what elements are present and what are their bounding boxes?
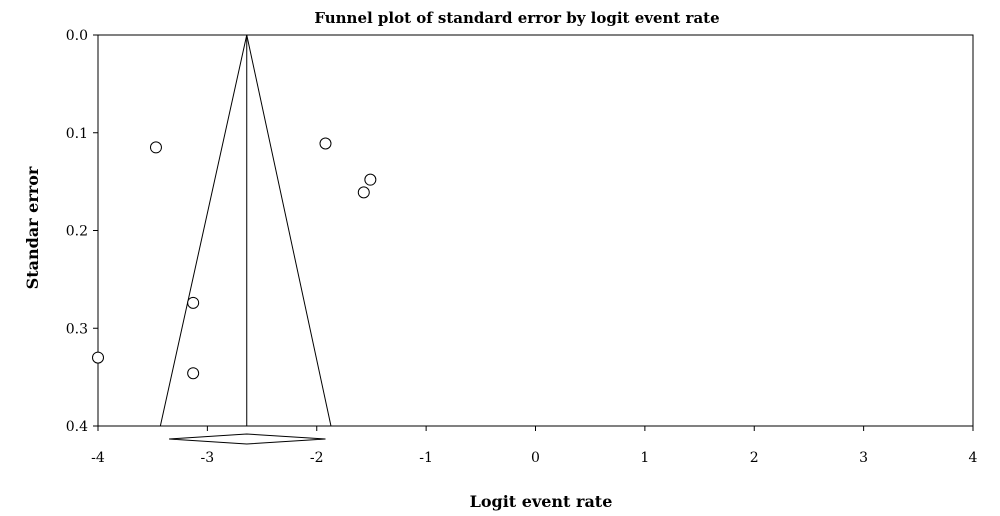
y-tick-label: 0.4: [66, 419, 88, 435]
study-point: [319, 137, 332, 150]
study-point: [364, 173, 377, 186]
x-axis-label: Logit event rate: [470, 492, 613, 511]
y-tick-label: 0.3: [66, 321, 88, 337]
study-point: [357, 186, 370, 199]
x-tick-label: 0: [531, 450, 540, 466]
x-axis: -4 -3 -2 -1 0 1 2 3 4: [91, 426, 978, 466]
y-tick-label: 0.2: [66, 224, 88, 240]
x-tick-label: -2: [310, 450, 324, 466]
plot-frame: [97, 34, 974, 427]
study-point: [187, 367, 200, 380]
x-tick-label: 4: [969, 450, 978, 466]
summary-diamond: [169, 433, 326, 445]
y-tick-label: 0.1: [66, 126, 88, 142]
x-tick-label: -1: [419, 450, 433, 466]
x-tick-label: 1: [640, 450, 649, 466]
x-tick-label: -4: [91, 450, 105, 466]
x-tick-label: 3: [859, 450, 868, 466]
study-point: [149, 141, 162, 154]
study-points: [92, 137, 377, 380]
study-point: [187, 296, 200, 309]
y-axis-label: Standar error: [23, 166, 42, 289]
study-point: [92, 351, 104, 364]
chart-title: Funnel plot of standard error by logit e…: [314, 9, 719, 27]
y-tick-label: 0.0: [66, 28, 88, 44]
y-axis: 0.0 0.1 0.2 0.3 0.4: [66, 28, 98, 435]
x-tick-label: 2: [750, 450, 759, 466]
funnel-lines: [159, 34, 332, 427]
x-tick-label: -3: [201, 450, 215, 466]
